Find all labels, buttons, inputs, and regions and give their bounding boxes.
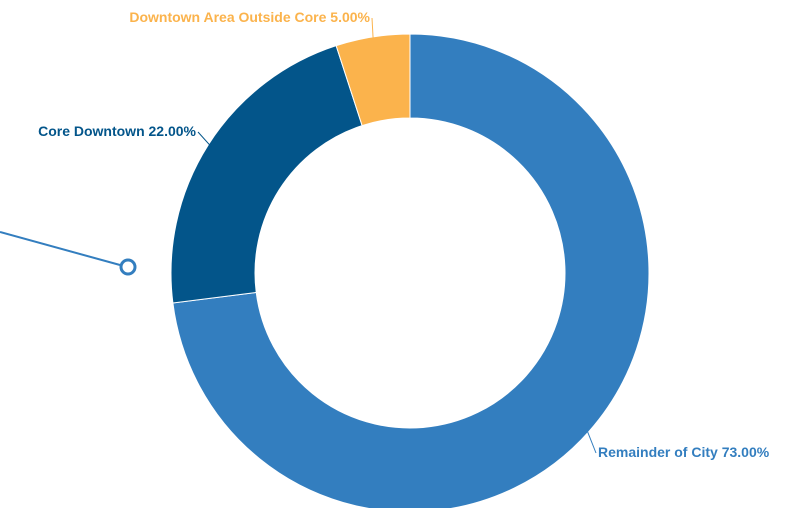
slice-value: 22.00%	[149, 123, 197, 139]
slice-label: Core Downtown 22.00%	[38, 123, 196, 139]
pointer-handle[interactable]	[119, 258, 137, 276]
leader-line	[585, 428, 597, 454]
donut-slice	[172, 33, 650, 508]
leader-line	[197, 131, 212, 148]
slice-name: Remainder of City	[598, 444, 718, 460]
leader-line	[371, 17, 374, 41]
slice-value: 73.00%	[722, 444, 770, 460]
pointer-line	[0, 231, 121, 266]
slice-label: Downtown Area Outside Core 5.00%	[129, 9, 370, 25]
slice-name: Downtown Area Outside Core	[129, 9, 326, 25]
donut-slice	[170, 45, 363, 304]
slice-name: Core Downtown	[38, 123, 145, 139]
donut-slice	[335, 33, 411, 127]
slice-value: 5.00%	[330, 9, 370, 25]
slice-label: Remainder of City 73.00%	[598, 444, 770, 460]
